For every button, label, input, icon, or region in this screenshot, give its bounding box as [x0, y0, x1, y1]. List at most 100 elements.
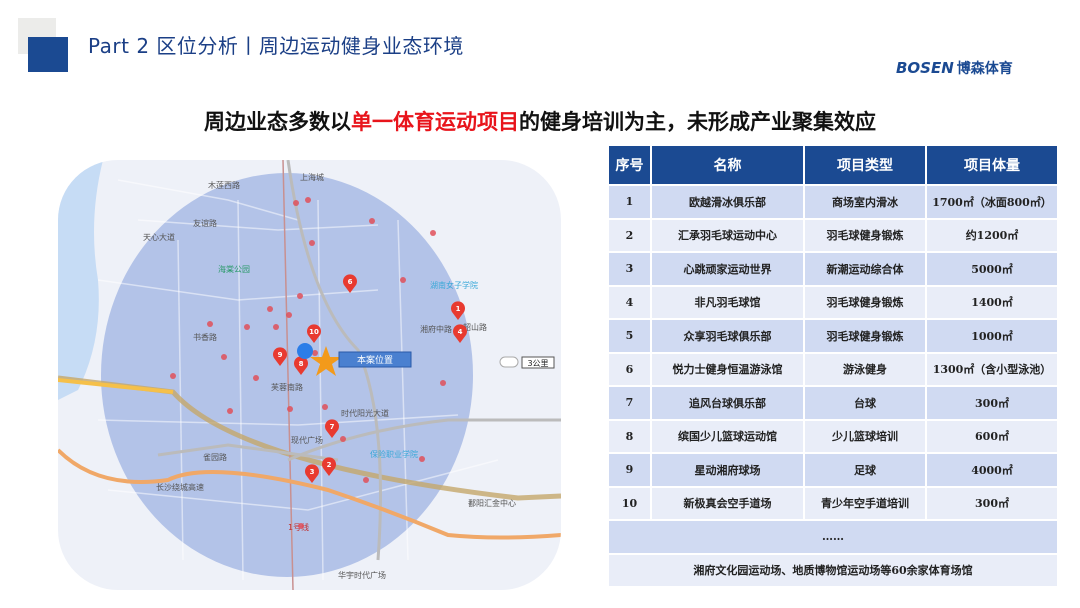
cell-name: 汇承羽毛球运动中心: [652, 219, 803, 251]
cell-name: 新极真会空手道场: [652, 487, 803, 519]
map-label: 长沙绕城高速: [156, 482, 204, 492]
cell-name: 心跳顽家运动世界: [652, 253, 803, 285]
pins: 1 2 3 4 6 7 8 9 10: [273, 274, 468, 483]
map-label: 天心大道: [143, 232, 175, 242]
header-size: 项目体量: [927, 146, 1057, 184]
cell-size: 1000㎡: [927, 320, 1057, 352]
cell-type: 商场室内滑冰: [805, 186, 925, 218]
cell-type: 游泳健身: [805, 353, 925, 385]
cell-size: 约1200㎡: [927, 219, 1057, 251]
decor-blue-square: [28, 37, 68, 72]
map-label: 雀园路: [203, 452, 227, 462]
pin-marker-icon: [307, 324, 321, 343]
map-canvas: 木莲西路 友谊路 海棠公园 天心大道 书香路 上海城 湖南女子学院 湘府中路 韶…: [58, 160, 561, 590]
cell-index: 4: [609, 286, 650, 318]
pin-marker-icon: [343, 274, 357, 293]
table-row: 4 非凡羽毛球馆 羽毛球健身锻炼 1400㎡: [609, 286, 1057, 318]
page-title: Part 2 区位分析丨周边运动健身业态环境: [88, 34, 464, 58]
cell-name: 非凡羽毛球馆: [652, 286, 803, 318]
cell-type: 羽毛球健身锻炼: [805, 320, 925, 352]
pin-number: 10: [309, 328, 319, 336]
map-label: 上海城: [300, 172, 324, 182]
table-header-row: 序号 名称 项目类型 项目体量: [609, 146, 1057, 184]
map-label: 书香路: [193, 332, 217, 342]
cell-index: 3: [609, 253, 650, 285]
map-label: 芙蓉南路: [271, 382, 303, 392]
cell-size: 300㎡: [927, 487, 1057, 519]
pin-marker-icon: [305, 464, 319, 483]
map-label: 湘府中路: [420, 324, 452, 334]
table-row: 9 星动湘府球场 足球 4000㎡: [609, 454, 1057, 486]
map-label: 海棠公园: [218, 264, 250, 274]
pin-number: 8: [299, 360, 304, 368]
map-pin-4[interactable]: 4: [453, 324, 468, 343]
pin-marker-icon: [273, 347, 287, 366]
pin-number: 1: [456, 305, 461, 313]
pin-number: 3: [310, 468, 315, 476]
cell-type: 羽毛球健身锻炼: [805, 219, 925, 251]
scale-toggle-icon[interactable]: [499, 356, 519, 368]
cell-size: 1400㎡: [927, 286, 1057, 318]
scale-box: [521, 356, 555, 369]
map-label: 木莲西路: [208, 180, 240, 190]
cell-name: 欧越滑冰俱乐部: [652, 186, 803, 218]
pin-number: 2: [327, 461, 332, 469]
map-pin-1[interactable]: 1: [451, 301, 466, 320]
ellipsis-row-text: ……: [609, 521, 1057, 553]
logo-cn: 博森体育: [956, 61, 1013, 77]
project-star-icon: [310, 346, 342, 376]
ring-expressway: [58, 448, 561, 540]
cell-name: 星动湘府球场: [652, 454, 803, 486]
cell-type: 台球: [805, 387, 925, 419]
cell-index: 1: [609, 186, 650, 218]
map-pin-7[interactable]: 7: [325, 419, 340, 438]
pin-number: 4: [458, 328, 463, 336]
headline: 周边业态多数以单一体育运动项目的健身培训为主，未形成产业聚集效应: [0, 106, 1080, 136]
map: 木莲西路 友谊路 海棠公园 天心大道 书香路 上海城 湖南女子学院 湘府中路 韶…: [58, 160, 561, 590]
road-west: [58, 378, 174, 394]
project-label-box: [338, 351, 412, 368]
pin-number: 7: [330, 423, 335, 431]
table-row: 8 缤国少儿篮球运动馆 少儿篮球培训 600㎡: [609, 420, 1057, 452]
map-label: 华宇时代广场: [338, 570, 386, 580]
map-pin-8[interactable]: 8: [294, 356, 308, 375]
cell-index: 8: [609, 420, 650, 452]
cell-name: 悦力士健身恒温游泳馆: [652, 353, 803, 385]
map-pin-6[interactable]: 6: [343, 274, 357, 293]
map-pin-9[interactable]: 9: [273, 347, 287, 366]
cell-size: 5000㎡: [927, 253, 1057, 285]
table-row: 10 新极真会空手道场 青少年空手道培训 300㎡: [609, 487, 1057, 519]
cell-name: 众享羽毛球俱乐部: [652, 320, 803, 352]
map-pin-3[interactable]: 3: [305, 464, 319, 483]
map-label: 友谊路: [193, 218, 217, 228]
cell-size: 600㎡: [927, 420, 1057, 452]
cell-size: 1700㎡（冰面800㎡）: [927, 186, 1057, 218]
cell-type: 足球: [805, 454, 925, 486]
cell-name: 追风台球俱乐部: [652, 387, 803, 419]
map-label: 现代广场: [291, 435, 323, 445]
streets: [97, 179, 499, 581]
pin-marker-icon: [325, 419, 340, 438]
scale-label: 3公里: [527, 359, 548, 368]
footer-row-text: 湘府文化园运动场、地质博物馆运动场等60余家体育场馆: [609, 554, 1057, 586]
header-index: 序号: [609, 146, 650, 184]
map-pin-10[interactable]: 10: [307, 324, 321, 343]
cell-name: 缤国少儿篮球运动馆: [652, 420, 803, 452]
pin-marker-icon: [294, 356, 308, 375]
table-row: 2 汇承羽毛球运动中心 羽毛球健身锻炼 约1200㎡: [609, 219, 1057, 251]
map-label: 湖南女子学院: [430, 280, 478, 290]
cell-index: 6: [609, 353, 650, 385]
cell-index: 10: [609, 487, 650, 519]
map-label: 保险职业学院: [370, 449, 418, 459]
metro-line: [282, 160, 294, 590]
venue-table: 序号 名称 项目类型 项目体量 1 欧越滑冰俱乐部 商场室内滑冰 1700㎡（冰面80…: [607, 144, 1059, 588]
header-name: 名称: [652, 146, 803, 184]
cell-type: 少儿篮球培训: [805, 420, 925, 452]
cell-index: 9: [609, 454, 650, 486]
cell-type: 新潮运动综合体: [805, 253, 925, 285]
map-pin-2[interactable]: 2: [322, 457, 336, 476]
headline-suffix: 的健身培训为主，未形成产业聚集效应: [519, 109, 876, 134]
map-label: 韶山路: [463, 322, 487, 332]
cell-index: 2: [609, 219, 650, 251]
road-shaoshan: [286, 160, 382, 561]
